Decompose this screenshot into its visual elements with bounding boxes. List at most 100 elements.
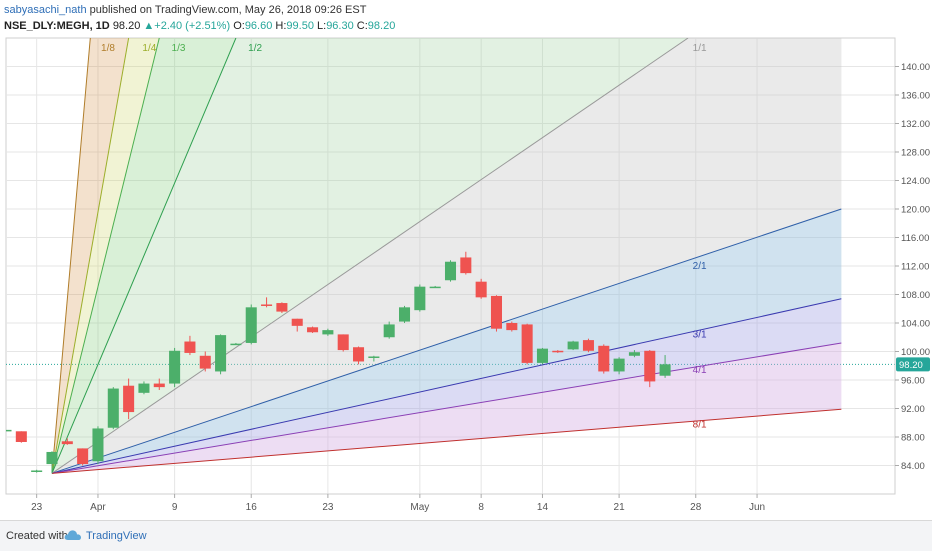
axes: 84.00 88.00 92.00 96.00 100.00 104.00 108.00 11… [6,38,930,513]
time-tick-label: 14 [537,502,549,513]
tradingview-brand-link[interactable]: TradingView [86,530,147,542]
time-tick-label: 23 [31,502,43,513]
gann-label: 1/8 [101,43,115,54]
candle-body [506,323,518,331]
candle-body [521,324,533,363]
candle-body [230,343,242,346]
publish-info: sabyasachi_nath published on TradingView… [4,4,366,16]
candle-body [322,330,334,335]
time-tick-label: 9 [172,502,178,513]
candle-body [199,355,211,369]
candle-body [337,334,349,351]
gann-line-2-1 [51,208,842,474]
candle-body [582,340,594,351]
price-tick-label: 92.00 [901,404,925,415]
gann-line-1-2 [51,38,237,474]
chart-header: sabyasachi_nath published on TradingView… [0,0,932,38]
candle-body [153,383,165,388]
candle-body [6,429,12,432]
candle-body [77,448,89,465]
candle-body [138,383,150,393]
time-tick-label: 21 [614,502,626,513]
gann-label: 1/2 [248,43,262,54]
time-tick-label: 16 [246,502,258,513]
candle-body [61,441,73,445]
candle-body [92,428,104,462]
gann-line-1-8 [51,38,91,474]
candle-body [567,341,579,350]
candle-body [628,352,640,356]
open-value: 96.60 [244,20,273,32]
price-change: ▲+2.40 (+2.51%) [143,20,231,32]
time-tick-label: Apr [90,502,106,513]
gann-label: 1/4 [142,43,156,54]
price-tick-label: 128.00 [901,148,930,159]
gann-line-1-4 [51,38,130,474]
gann-fan-labels: 1/8 1/4 1/3 1/2 1/1 2/1 3/1 4/1 8/1 [101,43,707,431]
time-tick-label: 28 [690,502,702,513]
high-label: H: [275,20,287,32]
gann-label: 4/1 [693,365,707,376]
candle-body [475,281,487,298]
candle-body [460,257,472,274]
gann-fan-lines[interactable] [51,38,842,474]
symbol-label[interactable]: NSE_DLY:MEGH, 1D [4,20,110,32]
gann-line-1-3 [51,38,160,474]
price-tick-label: 84.00 [901,461,925,472]
gann-line-8-1 [51,408,842,474]
candle-body [598,345,610,372]
gann-label: 8/1 [693,420,707,431]
price-tick-label: 108.00 [901,290,930,301]
close-value: 98.20 [367,20,396,32]
price-tick-label: 104.00 [901,319,930,330]
author-link[interactable]: sabyasachi_nath [4,4,87,16]
symbol-info: NSE_DLY:MEGH, 1D 98.20 ▲+2.40 (+2.51%) O… [4,20,395,32]
candle-body [291,318,303,326]
candle-body [368,356,380,358]
time-tick-label: 8 [478,502,484,513]
candle-body [536,348,548,363]
candle-body [169,350,181,384]
candle-body [245,307,257,343]
candle-body [15,431,27,442]
gann-line-3-1 [51,298,842,474]
candle-body [613,358,625,372]
gann-label: 1/1 [693,43,707,54]
low-value: 96.30 [326,20,354,32]
open-label: O: [233,20,245,32]
low-label: L: [317,20,327,32]
candle-body [398,307,411,322]
price-tick-label: 120.00 [901,205,930,216]
candle-body [552,350,564,353]
gann-label: 1/3 [172,43,186,54]
gann-wedge-1-1 [52,38,842,474]
footer: Created with TradingView [0,520,932,551]
candle-body [383,324,395,338]
time-tick-label: May [410,502,429,513]
price-tick-label: 88.00 [901,433,925,444]
time-tick-label: 23 [322,502,334,513]
high-value: 99.50 [286,20,314,32]
time-tick-label: Jun [749,502,765,513]
tradingview-cloud-icon[interactable] [64,529,82,541]
price-tick-label: 132.00 [901,119,930,130]
candle-body [276,303,288,312]
price-tick-label: 124.00 [901,176,930,187]
last-price-tag [896,357,930,372]
price-chart[interactable]: 1/8 1/4 1/3 1/2 1/12/13/14/18/1 84.0088.0092… [0,0,932,520]
last-price-tag-label: 98.20 [899,360,923,371]
price-tick-label: 100.00 [901,347,930,358]
candle-body [414,286,426,311]
candle-body [123,385,135,413]
candle-body [659,364,671,376]
candle-body [644,350,656,382]
price-tick-label: 140.00 [901,62,930,73]
candle-body [184,341,196,353]
created-with-text: Created with [6,530,68,542]
candle-body [307,327,319,333]
candle-body [46,451,58,465]
candle-body [261,304,273,306]
price-tick-label: 116.00 [901,233,929,244]
candle-body [353,347,365,362]
price-tick-label: 136.00 [901,91,930,102]
